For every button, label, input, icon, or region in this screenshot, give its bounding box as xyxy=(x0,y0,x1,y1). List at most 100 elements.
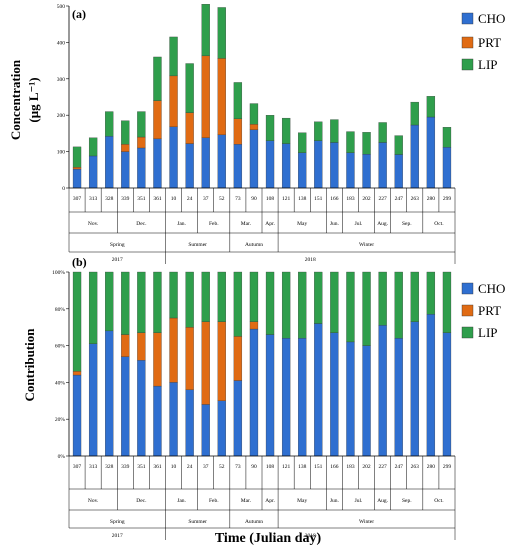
bar-cho-351 xyxy=(137,360,146,457)
x-tick-label: 280 xyxy=(427,464,436,470)
bar-cho-183 xyxy=(346,152,355,189)
bar-prt-339 xyxy=(121,144,130,152)
legend-label-lip: LIP xyxy=(478,325,498,340)
bar-cho-247 xyxy=(394,338,403,457)
x-tick-label: 138 xyxy=(298,464,307,470)
month-label: Dec. xyxy=(136,221,147,227)
bar-lip-108 xyxy=(265,271,275,335)
bar-lip-247 xyxy=(394,135,403,155)
x-tick-label: 202 xyxy=(362,196,371,202)
bar-cho-307 xyxy=(72,374,82,457)
bar-cho-138 xyxy=(298,338,307,457)
bar-prt-361 xyxy=(153,100,162,140)
x-tick-label: 361 xyxy=(153,464,162,470)
bar-lip-90 xyxy=(249,103,259,125)
x-tick-label: 24 xyxy=(187,196,193,202)
x-tick-label: 52 xyxy=(219,196,225,202)
legend-swatch-cho xyxy=(461,282,474,295)
bar-cho-151 xyxy=(314,140,323,189)
bar-lip-37 xyxy=(201,271,210,322)
bar-lip-328 xyxy=(105,271,114,332)
bar-lip-307 xyxy=(72,271,82,372)
month-label: Nov. xyxy=(88,221,99,227)
legend-swatch-lip xyxy=(461,326,474,339)
bar-lip-202 xyxy=(362,271,371,346)
month-label: Aug. xyxy=(377,221,388,227)
x-tick-label: 10 xyxy=(171,196,177,202)
bar-cho-307 xyxy=(72,168,82,189)
bar-cho-328 xyxy=(105,330,114,457)
month-label: Oct. xyxy=(434,498,444,504)
season-label: Winter xyxy=(359,242,374,248)
bar-lip-351 xyxy=(137,271,146,333)
bar-lip-299 xyxy=(442,271,452,333)
bar-prt-90 xyxy=(249,321,259,330)
month-label: Aug. xyxy=(377,498,388,504)
bar-cho-247 xyxy=(394,154,403,189)
x-tick-label: 138 xyxy=(298,196,307,202)
month-label: Mar. xyxy=(241,221,252,227)
bar-lip-166 xyxy=(330,271,339,333)
bar-lip-121 xyxy=(281,117,291,144)
bar-lip-307 xyxy=(72,146,82,168)
bar-lip-299 xyxy=(442,127,452,148)
bar-lip-361 xyxy=(153,271,162,333)
bar-prt-361 xyxy=(153,332,162,387)
bar-lip-313 xyxy=(88,271,98,344)
x-tick-label: 52 xyxy=(219,464,225,470)
bar-cho-24 xyxy=(185,143,194,189)
bar-cho-52 xyxy=(217,400,226,457)
x-tick-label: 307 xyxy=(73,196,82,202)
x-tick-label: 121 xyxy=(282,196,291,202)
x-tick-label: 247 xyxy=(395,464,404,470)
bar-cho-227 xyxy=(378,325,387,457)
panel-b: 0% 20% 40% 60% 80% 100% 307 313 328 339 351 361 10 24… xyxy=(52,255,505,540)
bar-cho-263 xyxy=(410,124,419,189)
month-label: Jun. xyxy=(330,221,340,227)
bar-cho-361 xyxy=(153,138,162,189)
bar-cho-10 xyxy=(169,382,178,457)
bar-prt-351 xyxy=(137,332,146,361)
bar-cho-166 xyxy=(330,142,339,189)
y-axis-title-a-unit: (μg L⁻¹) xyxy=(26,77,41,122)
x-tick-label: 361 xyxy=(153,196,162,202)
bar-cho-263 xyxy=(410,321,419,457)
bar-cho-37 xyxy=(201,404,210,457)
bar-prt-90 xyxy=(249,124,259,130)
month-label: Apr. xyxy=(265,221,275,227)
bar-cho-121 xyxy=(281,143,291,189)
month-label: May xyxy=(297,498,307,504)
bar-cho-166 xyxy=(330,332,339,457)
y-axis-title-a: Concentration xyxy=(8,59,23,140)
year-label: 2017 xyxy=(112,533,123,539)
bar-cho-339 xyxy=(121,151,130,189)
bar-lip-151 xyxy=(314,271,323,324)
month-label: Jan. xyxy=(177,498,186,504)
x-tick-label: 151 xyxy=(314,464,323,470)
bar-cho-73 xyxy=(233,380,243,457)
x-tick-label: 24 xyxy=(187,464,193,470)
y-tick-label: 80% xyxy=(55,307,66,313)
bar-lip-138 xyxy=(298,271,307,339)
bar-cho-339 xyxy=(121,356,130,457)
bar-lip-202 xyxy=(362,132,371,155)
month-label: Mar. xyxy=(241,498,252,504)
x-tick-label: 227 xyxy=(379,464,388,470)
x-tick-label: 351 xyxy=(137,196,146,202)
bar-cho-52 xyxy=(217,134,226,189)
bar-cho-37 xyxy=(201,137,210,189)
month-label: Dec. xyxy=(136,498,147,504)
x-tick-label: 339 xyxy=(121,464,130,470)
season-label: Winter xyxy=(359,519,374,525)
bar-prt-24 xyxy=(185,327,194,390)
year-label: 2017 xyxy=(112,257,123,263)
bar-prt-10 xyxy=(169,317,178,383)
x-tick-label: 166 xyxy=(330,464,339,470)
bar-lip-52 xyxy=(217,271,226,322)
bar-cho-280 xyxy=(426,314,436,457)
bar-lip-227 xyxy=(378,271,387,326)
bar-lip-24 xyxy=(185,271,194,328)
panel-a: 0 100 200 300 400 500 307 313 328 339 351 361 10 24 37… xyxy=(57,4,505,264)
bar-cho-151 xyxy=(314,323,323,457)
bar-cho-138 xyxy=(298,152,307,189)
